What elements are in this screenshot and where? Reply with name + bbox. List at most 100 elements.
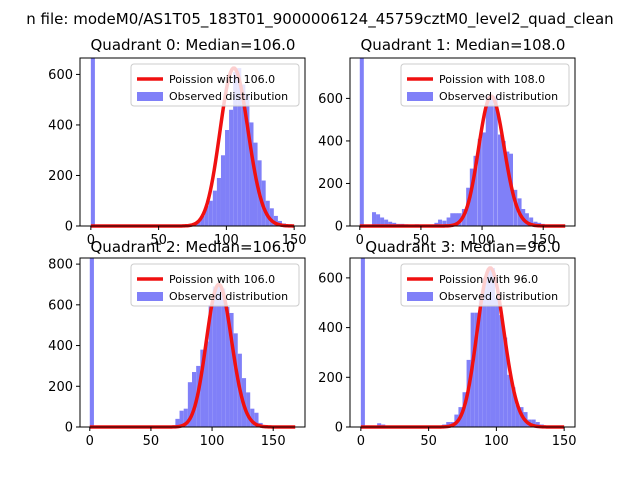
y-tick-label: 0 (65, 421, 73, 436)
hist-bar (524, 213, 529, 226)
hist-bar (446, 217, 451, 226)
hist-bar (183, 408, 188, 427)
hist-bar (377, 423, 382, 427)
hist-bar (246, 392, 251, 427)
hist-bar (220, 155, 226, 226)
hist-bar (200, 215, 205, 226)
hist-bar (497, 134, 502, 226)
hist-bar (495, 297, 500, 427)
legend-box (400, 63, 570, 107)
hist-bar (486, 267, 491, 427)
hist-bar (212, 190, 217, 226)
hist-bar (233, 333, 238, 427)
figure-suptitle: n file: modeM0/AS1T05_183T01_9000006124_… (26, 10, 613, 29)
hist-bar (376, 214, 381, 226)
legend-hist-swatch (137, 292, 163, 301)
hist-bar (241, 84, 246, 227)
hist-bar (175, 418, 180, 427)
legend-hist-swatch (137, 92, 163, 101)
legend-box (400, 263, 570, 307)
y-tick-label: 600 (48, 298, 73, 313)
legend-hist-swatch (407, 292, 433, 301)
x-tick-label: 150 (282, 233, 307, 248)
axes-frame (349, 57, 576, 227)
hist-bar (511, 387, 516, 427)
hist-bar (450, 213, 455, 226)
subplot-quadrant-1: 0 50 100 150 0 200 400 600 Poission with 108.0 O… (318, 36, 576, 248)
hist-bar (359, 58, 364, 226)
x-tick-label: 0 (87, 233, 95, 248)
hist-bar (89, 258, 94, 427)
hist-bar (179, 410, 184, 427)
x-tick-label: 100 (214, 233, 239, 248)
hist-bar (513, 189, 518, 226)
hist-bar (216, 284, 222, 427)
hist-bar (212, 286, 217, 427)
hist-bar (482, 277, 487, 427)
hist-bar (482, 132, 487, 226)
x-tick-label: 0 (357, 434, 365, 449)
x-tick-label: 0 (86, 434, 94, 449)
hist-bar (208, 304, 213, 427)
y-tick-label: 800 (48, 258, 73, 273)
plot-area-3: 0 50 100 150 0 200 400 600 (318, 257, 577, 449)
hist-bar (489, 96, 494, 227)
legend-fit-label-0: Poission with 106.0 (169, 73, 275, 86)
y-tick-label: 200 (48, 169, 73, 184)
plot-area-0: 0 50 100 150 0 200 400 600 (48, 57, 307, 248)
legend-hist-label-1: Observed distribution (439, 90, 558, 103)
hist-bar (505, 151, 510, 226)
legend-hist-label-3: Observed distribution (439, 290, 558, 303)
legend-fit-label-2: Poission with 106.0 (169, 273, 275, 286)
hist-bar (529, 217, 534, 226)
y-tick-label: 0 (65, 220, 73, 235)
x-tick-label: 50 (143, 434, 160, 449)
hist-bar (453, 213, 458, 226)
hist-bar (473, 155, 478, 226)
hist-bar (485, 96, 490, 227)
hist-bar (204, 205, 209, 226)
x-tick-label: 150 (531, 233, 556, 248)
hist-bar (237, 68, 242, 227)
legend-hist-label-0: Observed distribution (169, 90, 288, 103)
x-tick-label: 50 (420, 434, 437, 449)
legend-fit-label-3: Poission with 96.0 (439, 273, 538, 286)
hist-bar (208, 200, 213, 226)
x-tick-label: 100 (200, 434, 225, 449)
y-tick-label: 400 (318, 321, 343, 336)
hist-bar (535, 422, 540, 427)
hist-bar (501, 140, 506, 226)
axes-frame (349, 257, 576, 428)
y-tick-label: 600 (48, 68, 73, 83)
hist-bar (229, 312, 234, 427)
hist-bar (204, 341, 209, 427)
hist-bar (499, 315, 504, 427)
hist-bar (490, 267, 496, 427)
legend-box (130, 263, 300, 307)
y-tick-label: 400 (48, 118, 73, 133)
y-tick-label: 0 (335, 421, 343, 436)
hist-bar (254, 412, 259, 427)
x-tick-label: 150 (261, 434, 286, 449)
hist-bar (225, 306, 230, 427)
y-tick-label: 200 (318, 177, 343, 192)
legend-hist-label-2: Observed distribution (169, 290, 288, 303)
y-tick-label: 600 (318, 92, 343, 107)
plot-area-1: 0 50 100 150 0 200 400 600 (318, 57, 576, 248)
hist-bar (388, 221, 393, 226)
hist-bar (477, 138, 482, 226)
hist-bar (442, 220, 447, 226)
hist-bar (273, 215, 278, 226)
hist-bar (503, 337, 508, 427)
poisson-fit-line (359, 94, 566, 228)
legend-3: Poission with 96.0 Observed distribution (400, 263, 570, 307)
subplot-title-3: Quadrant 3: Median=96.0 (365, 238, 560, 256)
x-tick-label: 0 (356, 233, 364, 248)
hist-bar (384, 219, 389, 226)
subplot-title-1: Quadrant 1: Median=108.0 (361, 36, 566, 54)
hist-bar (469, 168, 474, 226)
x-tick-label: 100 (470, 233, 495, 248)
legend-box (130, 63, 300, 107)
hist-bar (250, 408, 255, 427)
